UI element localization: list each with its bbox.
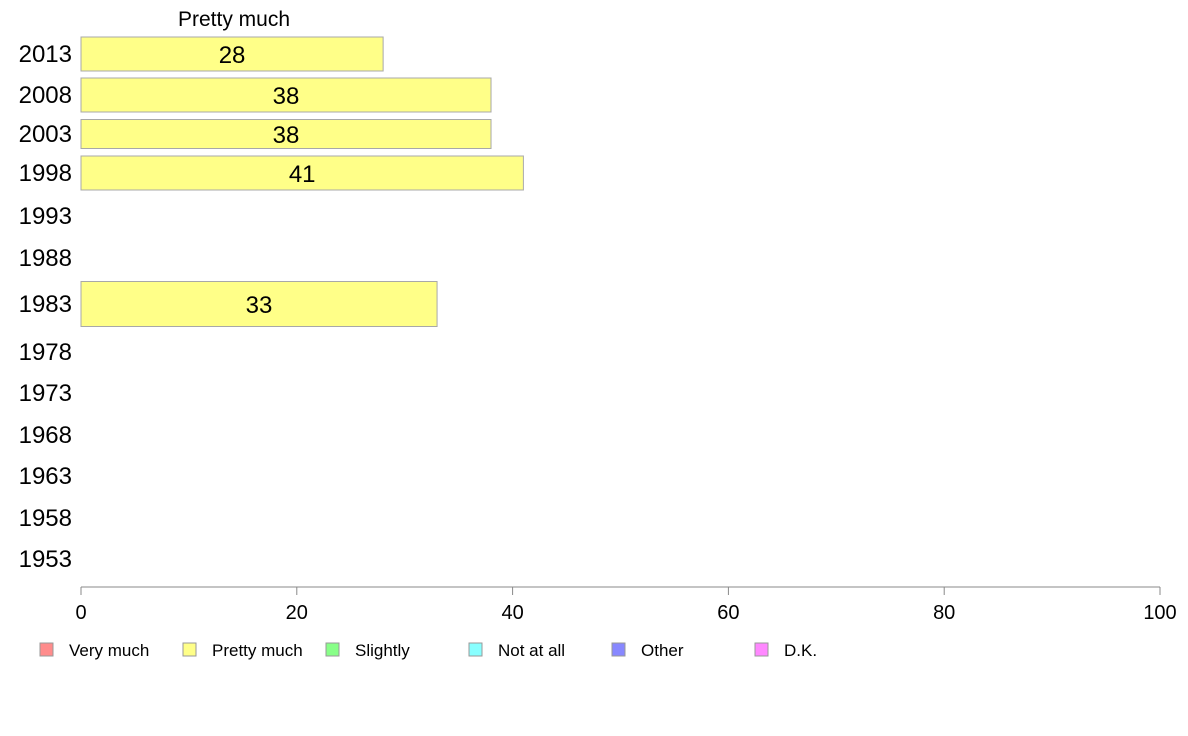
- panel-title: Pretty much: [178, 8, 290, 31]
- legend: Very much Pretty much Slightly Not at all Ot…: [39, 641, 817, 660]
- category-label-1998: 1998: [19, 160, 72, 187]
- legend-label-2: Slightly: [355, 641, 410, 660]
- legend-swatch-3: [468, 642, 483, 657]
- bar-1998: [80, 155, 524, 191]
- x-tick-label-80: 80: [933, 602, 955, 624]
- x-tick-label-0: 0: [75, 602, 86, 624]
- category-label-1988: 1988: [19, 245, 72, 272]
- category-label-1963: 1963: [19, 463, 72, 490]
- legend-swatch-2: [325, 642, 340, 657]
- x-tick-label-20: 20: [286, 602, 308, 624]
- x-tick-label-60: 60: [717, 602, 739, 624]
- bar-2003: [80, 119, 492, 149]
- x-tick-label-100: 100: [1143, 602, 1176, 624]
- legend-label-1: Pretty much: [212, 641, 303, 660]
- category-labels: 2013 2008 2003 1998 1993 1988 1983 1978 1973 1968…: [19, 41, 72, 573]
- category-label-1993: 1993: [19, 203, 72, 230]
- legend-swatch-5: [754, 642, 769, 657]
- category-label-1968: 1968: [19, 422, 72, 449]
- x-axis: 0 20 40 60 80 100: [75, 586, 1177, 624]
- bar-value-label-2003: 38: [273, 122, 300, 149]
- category-label-1983: 1983: [19, 291, 72, 318]
- legend-label-4: Other: [641, 641, 684, 660]
- bar-value-label-2008: 38: [273, 83, 300, 110]
- bar-value-label-2013: 28: [219, 42, 246, 69]
- category-label-2008: 2008: [19, 82, 72, 109]
- category-label-1953: 1953: [19, 546, 72, 573]
- legend-swatch-4: [611, 642, 626, 657]
- legend-swatch-0: [39, 642, 54, 657]
- bar-1983: [80, 281, 438, 327]
- category-label-1958: 1958: [19, 505, 72, 532]
- category-label-1973: 1973: [19, 380, 72, 407]
- bar-2008: [80, 77, 492, 113]
- bar-2013: [80, 36, 384, 72]
- legend-swatch-1: [182, 642, 197, 657]
- category-label-2003: 2003: [19, 121, 72, 148]
- legend-label-5: D.K.: [784, 641, 817, 660]
- category-label-2013: 2013: [19, 41, 72, 68]
- x-tick-label-40: 40: [501, 602, 523, 624]
- bars: 28 38 38 41 33: [80, 36, 524, 327]
- bar-value-label-1983: 33: [246, 292, 273, 319]
- category-label-1978: 1978: [19, 339, 72, 366]
- legend-label-0: Very much: [69, 641, 149, 660]
- bar-value-label-1998: 41: [289, 161, 316, 188]
- legend-label-3: Not at all: [498, 641, 565, 660]
